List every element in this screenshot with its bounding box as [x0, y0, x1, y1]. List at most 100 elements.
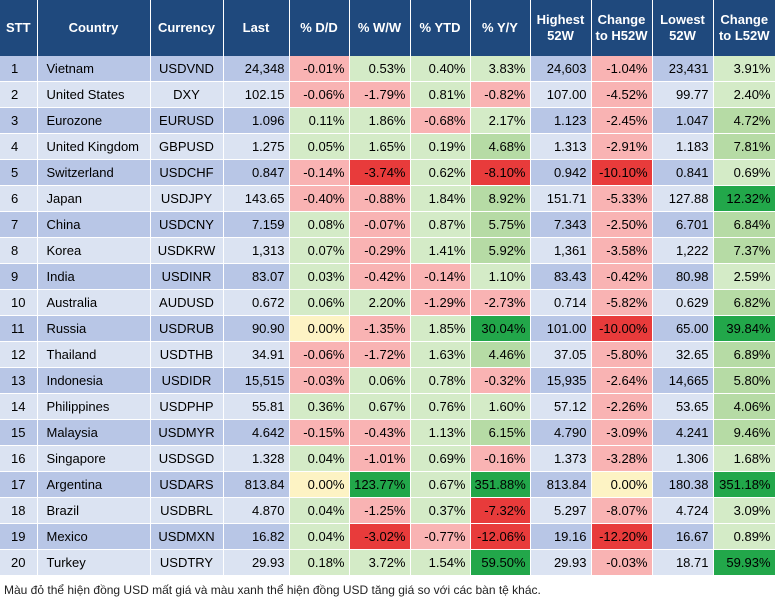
cell-lowest-52w: 180.38 [652, 471, 714, 498]
cell-last: 15,515 [223, 367, 290, 394]
table-row: 16 Singapore USDSGD 1.328 0.04% -1.01% 0.69% -0… [0, 445, 776, 472]
cell-change-l52w: 3.09% [713, 497, 776, 524]
cell-ww: -1.79% [349, 81, 411, 108]
cell-yy: 4.46% [470, 341, 531, 368]
cell-change-l52w: 0.89% [713, 523, 776, 550]
cell-change-h52w: -1.04% [591, 56, 653, 82]
cell-highest-52w: 0.714 [530, 289, 592, 316]
header-country: Country [37, 0, 151, 56]
cell-dd: 0.36% [289, 393, 350, 420]
cell-country: Japan [37, 185, 151, 212]
cell-ytd: 0.40% [410, 56, 471, 82]
table-row: 18 Brazil USDBRL 4.870 0.04% -1.25% 0.37% -7.32… [0, 497, 776, 524]
cell-ytd: 0.78% [410, 367, 471, 394]
cell-ww: -0.42% [349, 263, 411, 290]
cell-change-l52w: 6.82% [713, 289, 776, 316]
cell-change-h52w: -8.07% [591, 497, 653, 524]
cell-ytd: 1.54% [410, 549, 471, 576]
cell-dd: 0.04% [289, 497, 350, 524]
cell-country: Argentina [37, 471, 151, 498]
cell-ww: -0.29% [349, 237, 411, 264]
cell-ytd: -0.77% [410, 523, 471, 550]
cell-ww: -1.35% [349, 315, 411, 342]
table-row: 17 Argentina USDARS 813.84 0.00% 123.77% 0.67%… [0, 471, 776, 498]
cell-country: Russia [37, 315, 151, 342]
cell-change-l52w: 6.84% [713, 211, 776, 238]
header-row: STT Country Currency Last % D/D % W/W % … [0, 0, 775, 56]
cell-highest-52w: 57.12 [530, 393, 592, 420]
cell-lowest-52w: 4.724 [652, 497, 714, 524]
table-row: 6 Japan USDJPY 143.65 -0.40% -0.88% 1.84% 8.92%… [0, 185, 776, 212]
cell-currency: USDPHP [150, 393, 224, 420]
cell-highest-52w: 1.313 [530, 133, 592, 160]
cell-change-l52w: 351.18% [713, 471, 776, 498]
cell-ww: 0.53% [349, 56, 411, 82]
cell-ytd: 1.84% [410, 185, 471, 212]
cell-change-l52w: 4.72% [713, 107, 776, 134]
cell-change-h52w: -0.03% [591, 549, 653, 576]
cell-change-l52w: 12.32% [713, 185, 776, 212]
cell-dd: 0.08% [289, 211, 350, 238]
header-change-l52w: Change to L52W [713, 0, 775, 56]
cell-ww: -1.01% [349, 445, 411, 472]
cell-dd: -0.06% [289, 341, 350, 368]
cell-ytd: -0.14% [410, 263, 471, 290]
table-row: 12 Thailand USDTHB 34.91 -0.06% -1.72% 1.63% 4.… [0, 341, 776, 368]
cell-lowest-52w: 32.65 [652, 341, 714, 368]
cell-stt: 7 [0, 211, 38, 238]
cell-last: 813.84 [223, 471, 290, 498]
cell-lowest-52w: 127.88 [652, 185, 714, 212]
cell-highest-52w: 83.43 [530, 263, 592, 290]
table-row: 3 Eurozone EURUSD 1.096 0.11% 1.86% -0.68% 2.17… [0, 107, 776, 134]
cell-lowest-52w: 1.183 [652, 133, 714, 160]
header-yy: % Y/Y [470, 0, 531, 56]
cell-last: 4.642 [223, 419, 290, 446]
cell-change-h52w: -4.52% [591, 81, 653, 108]
cell-last: 29.93 [223, 549, 290, 576]
cell-highest-52w: 7.343 [530, 211, 592, 238]
cell-currency: EURUSD [150, 107, 224, 134]
header-stt: STT [0, 0, 38, 56]
cell-ytd: 1.13% [410, 419, 471, 446]
cell-lowest-52w: 99.77 [652, 81, 714, 108]
cell-yy: 59.50% [470, 549, 531, 576]
cell-country: Thailand [37, 341, 151, 368]
cell-change-h52w: -12.20% [591, 523, 653, 550]
cell-dd: 0.05% [289, 133, 350, 160]
cell-change-h52w: -3.58% [591, 237, 653, 264]
cell-ytd: 0.87% [410, 211, 471, 238]
cell-lowest-52w: 16.67 [652, 523, 714, 550]
cell-lowest-52w: 0.629 [652, 289, 714, 316]
cell-stt: 4 [0, 133, 38, 160]
table-row: 5 Switzerland USDCHF 0.847 -0.14% -3.74% 0.62%… [0, 159, 776, 186]
cell-dd: 0.04% [289, 523, 350, 550]
cell-ww: 1.65% [349, 133, 411, 160]
cell-stt: 12 [0, 341, 38, 368]
cell-currency: USDIDR [150, 367, 224, 394]
cell-ww: -0.43% [349, 419, 411, 446]
header-lowest-52w: Lowest 52W [652, 0, 714, 56]
cell-last: 83.07 [223, 263, 290, 290]
cell-last: 0.847 [223, 159, 290, 186]
cell-ww: -0.88% [349, 185, 411, 212]
cell-country: Indonesia [37, 367, 151, 394]
cell-ww: -1.72% [349, 341, 411, 368]
footnote: Màu đỏ thể hiện đồng USD mất giá và màu … [4, 583, 541, 597]
cell-dd: -0.03% [289, 367, 350, 394]
cell-yy: -7.32% [470, 497, 531, 524]
cell-currency: USDKRW [150, 237, 224, 264]
cell-currency: USDCHF [150, 159, 224, 186]
cell-ytd: 0.19% [410, 133, 471, 160]
table-row: 10 Australia AUDUSD 0.672 0.06% 2.20% -1.29% -2… [0, 289, 776, 316]
cell-change-h52w: -10.10% [591, 159, 653, 186]
cell-ww: -3.74% [349, 159, 411, 186]
cell-ytd: -0.68% [410, 107, 471, 134]
cell-last: 1.328 [223, 445, 290, 472]
cell-change-l52w: 2.40% [713, 81, 776, 108]
cell-lowest-52w: 4.241 [652, 419, 714, 446]
cell-stt: 1 [0, 56, 38, 82]
cell-lowest-52w: 1.047 [652, 107, 714, 134]
cell-ww: 3.72% [349, 549, 411, 576]
cell-lowest-52w: 53.65 [652, 393, 714, 420]
cell-lowest-52w: 23,431 [652, 56, 714, 82]
